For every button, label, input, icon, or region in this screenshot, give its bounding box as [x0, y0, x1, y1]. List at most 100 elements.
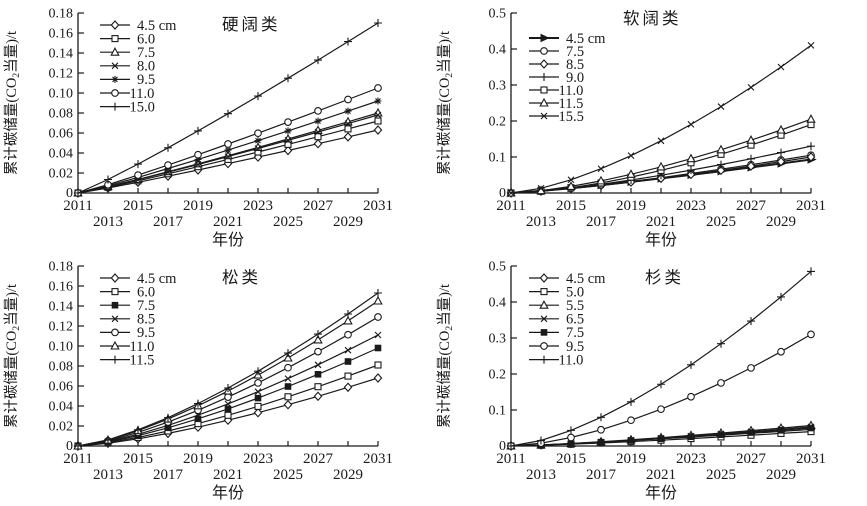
chart-hard-broadleaf: 0.020.040.060.080.100.120.140.160.180201… — [3, 7, 393, 250]
x-tick-label: 2029 — [766, 214, 796, 230]
x-axis: 2011201320152017201920212023202520272029… — [63, 441, 393, 502]
axes — [510, 266, 811, 447]
x-tick-label: 2021 — [646, 467, 676, 483]
x-tick-label: 2029 — [333, 214, 363, 230]
y-tick-label: 0.06 — [49, 127, 74, 142]
legend-label: 15.5 — [559, 109, 584, 125]
series-15.0 — [74, 19, 382, 197]
y-axis-title: 累计碳储量(CO2当量)/t — [436, 31, 455, 175]
chart-title: 杉类 — [645, 268, 684, 287]
legend-label: 11.0 — [559, 83, 584, 99]
x-tick-label: 2023 — [243, 198, 273, 214]
y-tick-label: 0.02 — [49, 167, 74, 182]
x-axis-title: 年份 — [645, 484, 677, 502]
x-tick-label: 2011 — [496, 198, 525, 214]
y-tick-label: 0.4 — [489, 296, 507, 311]
x-tick-label: 2027 — [736, 198, 767, 214]
series-7.5 — [507, 424, 815, 450]
x-tick-label: 2015 — [123, 198, 153, 214]
chart-panel-fir: 0.1 0.2 0.3 0.4 0.5 0 2011 2013 2015 2017 2019 2021… — [433, 253, 867, 506]
y-tick-label: 0.14 — [49, 300, 74, 315]
legend-label: 4.5 cm — [566, 31, 606, 47]
legend-label: 11.0 — [130, 86, 155, 102]
legend-label: 9.5 — [566, 339, 584, 355]
legend: 4.5 cm7.58.59.011.011.515.5 — [529, 31, 606, 125]
x-tick-label: 2025 — [706, 467, 736, 483]
legend-label: 15.0 — [130, 99, 155, 115]
legend-label: 8.0 — [137, 59, 155, 75]
x-tick-label: 2019 — [183, 451, 213, 467]
x-axis-title: 年份 — [212, 484, 244, 502]
x-tick-label: 2031 — [363, 198, 393, 214]
y-tick-label: 0.10 — [49, 87, 74, 102]
x-tick-label: 2013 — [93, 467, 123, 483]
legend-label: 8.5 — [566, 57, 584, 73]
legend-label: 7.5 — [566, 44, 584, 60]
y-axis: 0.02 0.04 0.06 0.08 0.10 0.12 0.14 0.16 0.18 0 — [49, 260, 84, 454]
x-axis: 2011201320152017201920212023202520272029… — [496, 188, 826, 249]
x-tick-label: 2021 — [646, 214, 676, 230]
x-tick-label: 2011 — [63, 451, 92, 467]
y-tick-label-zero: 0 — [499, 186, 506, 201]
y-axis-title: 累计碳储量(CO2当量)/t — [3, 31, 22, 175]
y-axis: 0.1 0.2 0.3 0.4 0.5 0 — [489, 7, 517, 201]
x-tick-label: 2019 — [183, 198, 213, 214]
x-tick-label: 2029 — [766, 467, 796, 483]
y-tick-label: 0.16 — [49, 280, 74, 295]
legend-label: 9.0 — [566, 70, 584, 86]
legend-label: 7.5 — [137, 298, 155, 314]
legend-label: 5.5 — [566, 298, 584, 314]
x-tick-label: 2015 — [556, 198, 586, 214]
chart-title: 松类 — [222, 268, 261, 287]
y-axis-title: 累计碳储量(CO2当量)/t — [436, 284, 455, 428]
x-tick-label: 2017 — [586, 214, 617, 230]
x-tick-label: 2011 — [63, 198, 92, 214]
y-tick-label: 0.12 — [49, 320, 74, 335]
x-tick-label: 2023 — [676, 198, 706, 214]
legend-label: 4.5 cm — [137, 271, 177, 287]
legend-label: 6.0 — [137, 31, 155, 47]
series-11.5 — [506, 114, 816, 197]
x-tick-label: 2013 — [526, 214, 556, 230]
x-tick-label: 2021 — [213, 467, 243, 483]
x-tick-label: 2023 — [243, 451, 273, 467]
y-tick-label: 0.14 — [49, 47, 74, 62]
y-tick-label: 0.4 — [489, 43, 507, 58]
chart-title: 软阔类 — [623, 9, 682, 28]
legend-label: 6.5 — [566, 312, 584, 328]
legend-label: 9.5 — [137, 325, 155, 341]
svg-text:累计碳储量(CO2当量)/t: 累计碳储量(CO2当量)/t — [3, 284, 22, 428]
y-tick-label: 0.3 — [489, 332, 507, 347]
y-tick-label: 0.06 — [49, 380, 74, 395]
x-axis-title: 年份 — [212, 231, 244, 249]
y-tick-label: 0.04 — [49, 400, 74, 415]
chart-panel-soft-broadleaf: 0.1 0.2 0.3 0.4 0.5 0 2011 2013 2015 2017 2019 2021… — [433, 0, 867, 253]
x-tick-label: 2027 — [303, 451, 334, 467]
series-9.5 — [74, 313, 382, 450]
legend-label: 9.5 — [137, 72, 155, 88]
x-tick-label: 2015 — [123, 451, 153, 467]
x-tick-label: 2019 — [616, 451, 646, 467]
x-tick-label: 2029 — [333, 467, 363, 483]
x-tick-label: 2013 — [93, 214, 123, 230]
x-tick-label: 2021 — [213, 214, 243, 230]
y-tick-label: 0.12 — [49, 67, 74, 82]
x-tick-label: 2017 — [153, 467, 184, 483]
y-tick-label: 0.02 — [49, 420, 74, 435]
series-11.0 — [507, 267, 815, 450]
svg-text:累计碳储量(CO2当量)/t: 累计碳储量(CO2当量)/t — [3, 31, 22, 175]
x-tick-label: 2025 — [273, 467, 303, 483]
legend: 4.5 cm6.07.58.09.511.015.0 — [100, 18, 177, 115]
chart-pine: 0.020.040.060.080.100.120.140.160.180201… — [3, 260, 393, 503]
legend-label: 6.0 — [137, 284, 155, 300]
x-tick-label: 2027 — [303, 198, 334, 214]
y-tick-label: 0.3 — [489, 79, 507, 94]
chart-panel-hard-broadleaf: 0.02 0.04 0.06 0.08 0.10 0.12 0.14 0.16 0.18 0 201… — [0, 0, 433, 253]
series-15.5 — [507, 42, 815, 197]
legend-label: 11.5 — [559, 96, 584, 112]
x-axis-title: 年份 — [645, 231, 677, 249]
series-11.0 — [74, 84, 382, 197]
legend-label: 8.5 — [137, 312, 155, 328]
y-axis: 0.1 0.2 0.3 0.4 0.5 0 — [489, 260, 517, 454]
x-tick-label: 2017 — [586, 467, 617, 483]
